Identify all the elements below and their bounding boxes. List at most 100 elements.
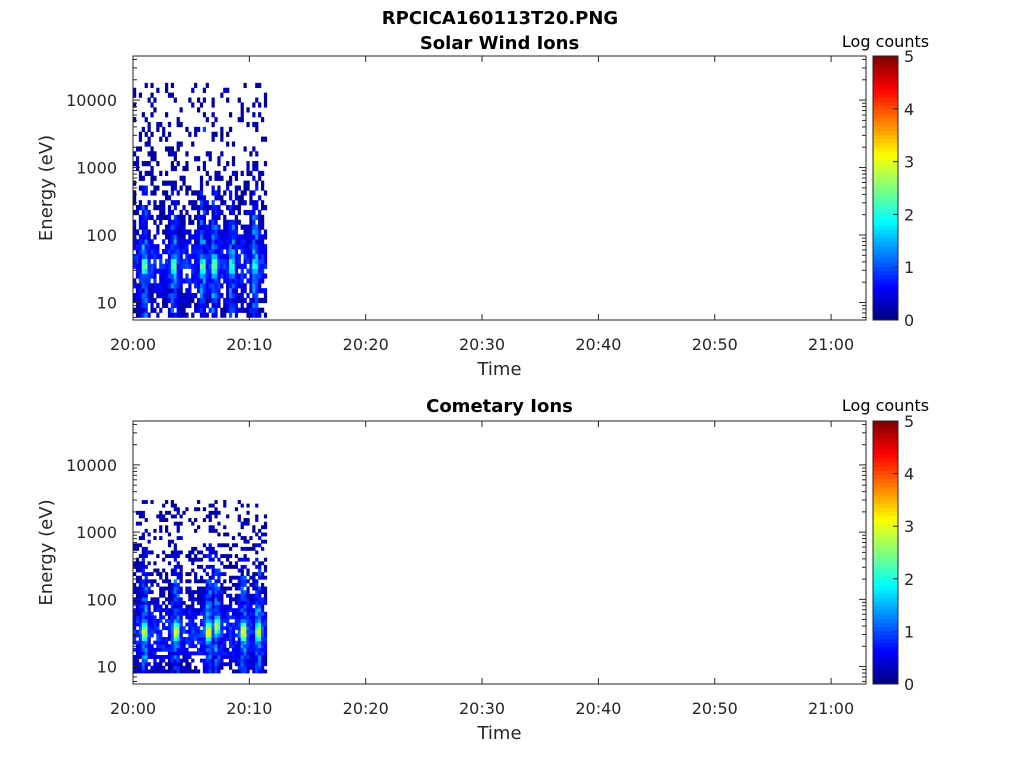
spectrogram-cell [240,557,244,562]
spectrogram-cell [135,619,140,623]
spectrogram-cell [147,532,151,537]
spectrogram-cell [133,590,137,595]
spectrogram-cell [191,651,195,656]
spectrogram-cell [246,244,250,250]
spectrogram-cell [220,229,224,235]
spectrogram-cell [231,629,236,634]
spectrogram-cell [237,263,241,269]
colorbar-segment [873,295,898,300]
spectrogram-cell [252,637,256,641]
spectrogram-cell [217,229,221,235]
spectrogram-cell [249,593,253,598]
spectrogram-cell [150,288,154,294]
spectrogram-cell [252,161,256,167]
spectrogram-cell [159,518,163,522]
spectrogram-cell [205,224,209,230]
spectrogram-cell [141,307,145,313]
spectrogram-cell [188,302,192,308]
spectrogram-cell [260,224,265,230]
spectrogram-cell [153,244,157,250]
spectrogram-cell [226,514,230,519]
colorbar-frame [872,55,899,321]
spectrogram-cell [263,633,268,638]
spectrogram-cell [176,141,180,147]
spectrogram-cell [165,278,169,284]
spectrogram-cell [173,244,177,250]
spectrogram-cell [191,644,195,649]
spectrogram-cell [234,288,239,294]
spectrogram-cell [150,647,154,652]
spectrogram-cell [205,263,209,269]
spectrogram-cell [182,244,186,250]
spectrogram-cell [246,121,250,128]
spectrogram-cell [205,180,209,186]
spectrogram-cell [141,662,145,667]
spectrogram-cell [258,112,262,118]
spectrogram-cell [255,258,259,264]
spectrogram-cell [217,586,221,591]
spectrogram-cell [220,629,224,634]
spectrogram-cell [252,629,256,634]
spectrogram-cell [147,586,151,591]
spectrogram-cell [135,662,140,667]
spectrogram-cell [240,662,244,667]
spectrogram-cell [260,258,265,264]
spectrogram-cell [196,647,201,652]
spectrogram-cell [252,640,256,645]
spectrogram-cell [260,604,265,609]
spectrogram-cell [240,590,244,595]
spectrogram-cell [202,640,207,645]
spectrogram-cell [150,263,154,269]
spectrogram-cell [170,209,175,216]
spectrogram-cell [182,658,186,663]
spectrogram-cell [249,644,253,649]
spectrogram-cell [263,662,268,667]
spectrogram-cell [220,622,224,627]
spectrogram-cell [260,136,265,142]
spectrogram-cell [208,293,212,299]
spectrogram-cell [138,297,143,304]
spectrogram-cell [188,253,192,260]
spectrogram-cell [240,629,244,634]
spectrogram-cell [252,572,256,577]
spectrogram-cell [147,561,151,566]
spectrogram-cell [208,637,212,641]
spectrogram-cell [208,273,212,279]
spectrogram-cell [162,665,166,670]
spectrogram-cell [208,590,212,595]
spectrogram-cell [220,586,224,591]
spectrogram-cell [147,297,151,304]
spectrogram-cell [133,190,137,196]
spectrogram-cell [162,249,166,255]
spectrogram-cell [185,185,189,191]
spectrogram-cell [217,224,221,230]
spectrogram-cell [208,662,212,667]
spectrogram-cell [144,662,148,667]
spectrogram-cell [141,633,145,638]
spectrogram-cell [228,575,233,580]
spectrogram-cell [234,175,239,181]
spectrogram-cell [258,575,262,580]
spectrogram-cell [231,608,236,613]
colorbar-segment [873,560,898,566]
spectrogram-cell [249,170,253,177]
spectrogram-cell [167,597,172,602]
spectrogram-cell [231,644,236,649]
spectrogram-cell [182,229,186,235]
spectrogram-cell [138,302,143,308]
spectrogram-cell [153,263,157,269]
spectrogram-cell [252,102,256,108]
spectrogram-cell [179,665,183,670]
spectrogram-cell [243,619,247,623]
spectrogram-cell [156,629,160,634]
spectrogram-cell [162,126,166,133]
spectrogram-cell [208,253,212,260]
spectrogram-cell [179,564,183,569]
spectrogram-cell [185,608,189,613]
spectrogram-cell [144,590,148,595]
spectrogram-cell [179,253,183,260]
spectrogram-cell [260,665,265,670]
spectrogram-cell [231,268,236,274]
